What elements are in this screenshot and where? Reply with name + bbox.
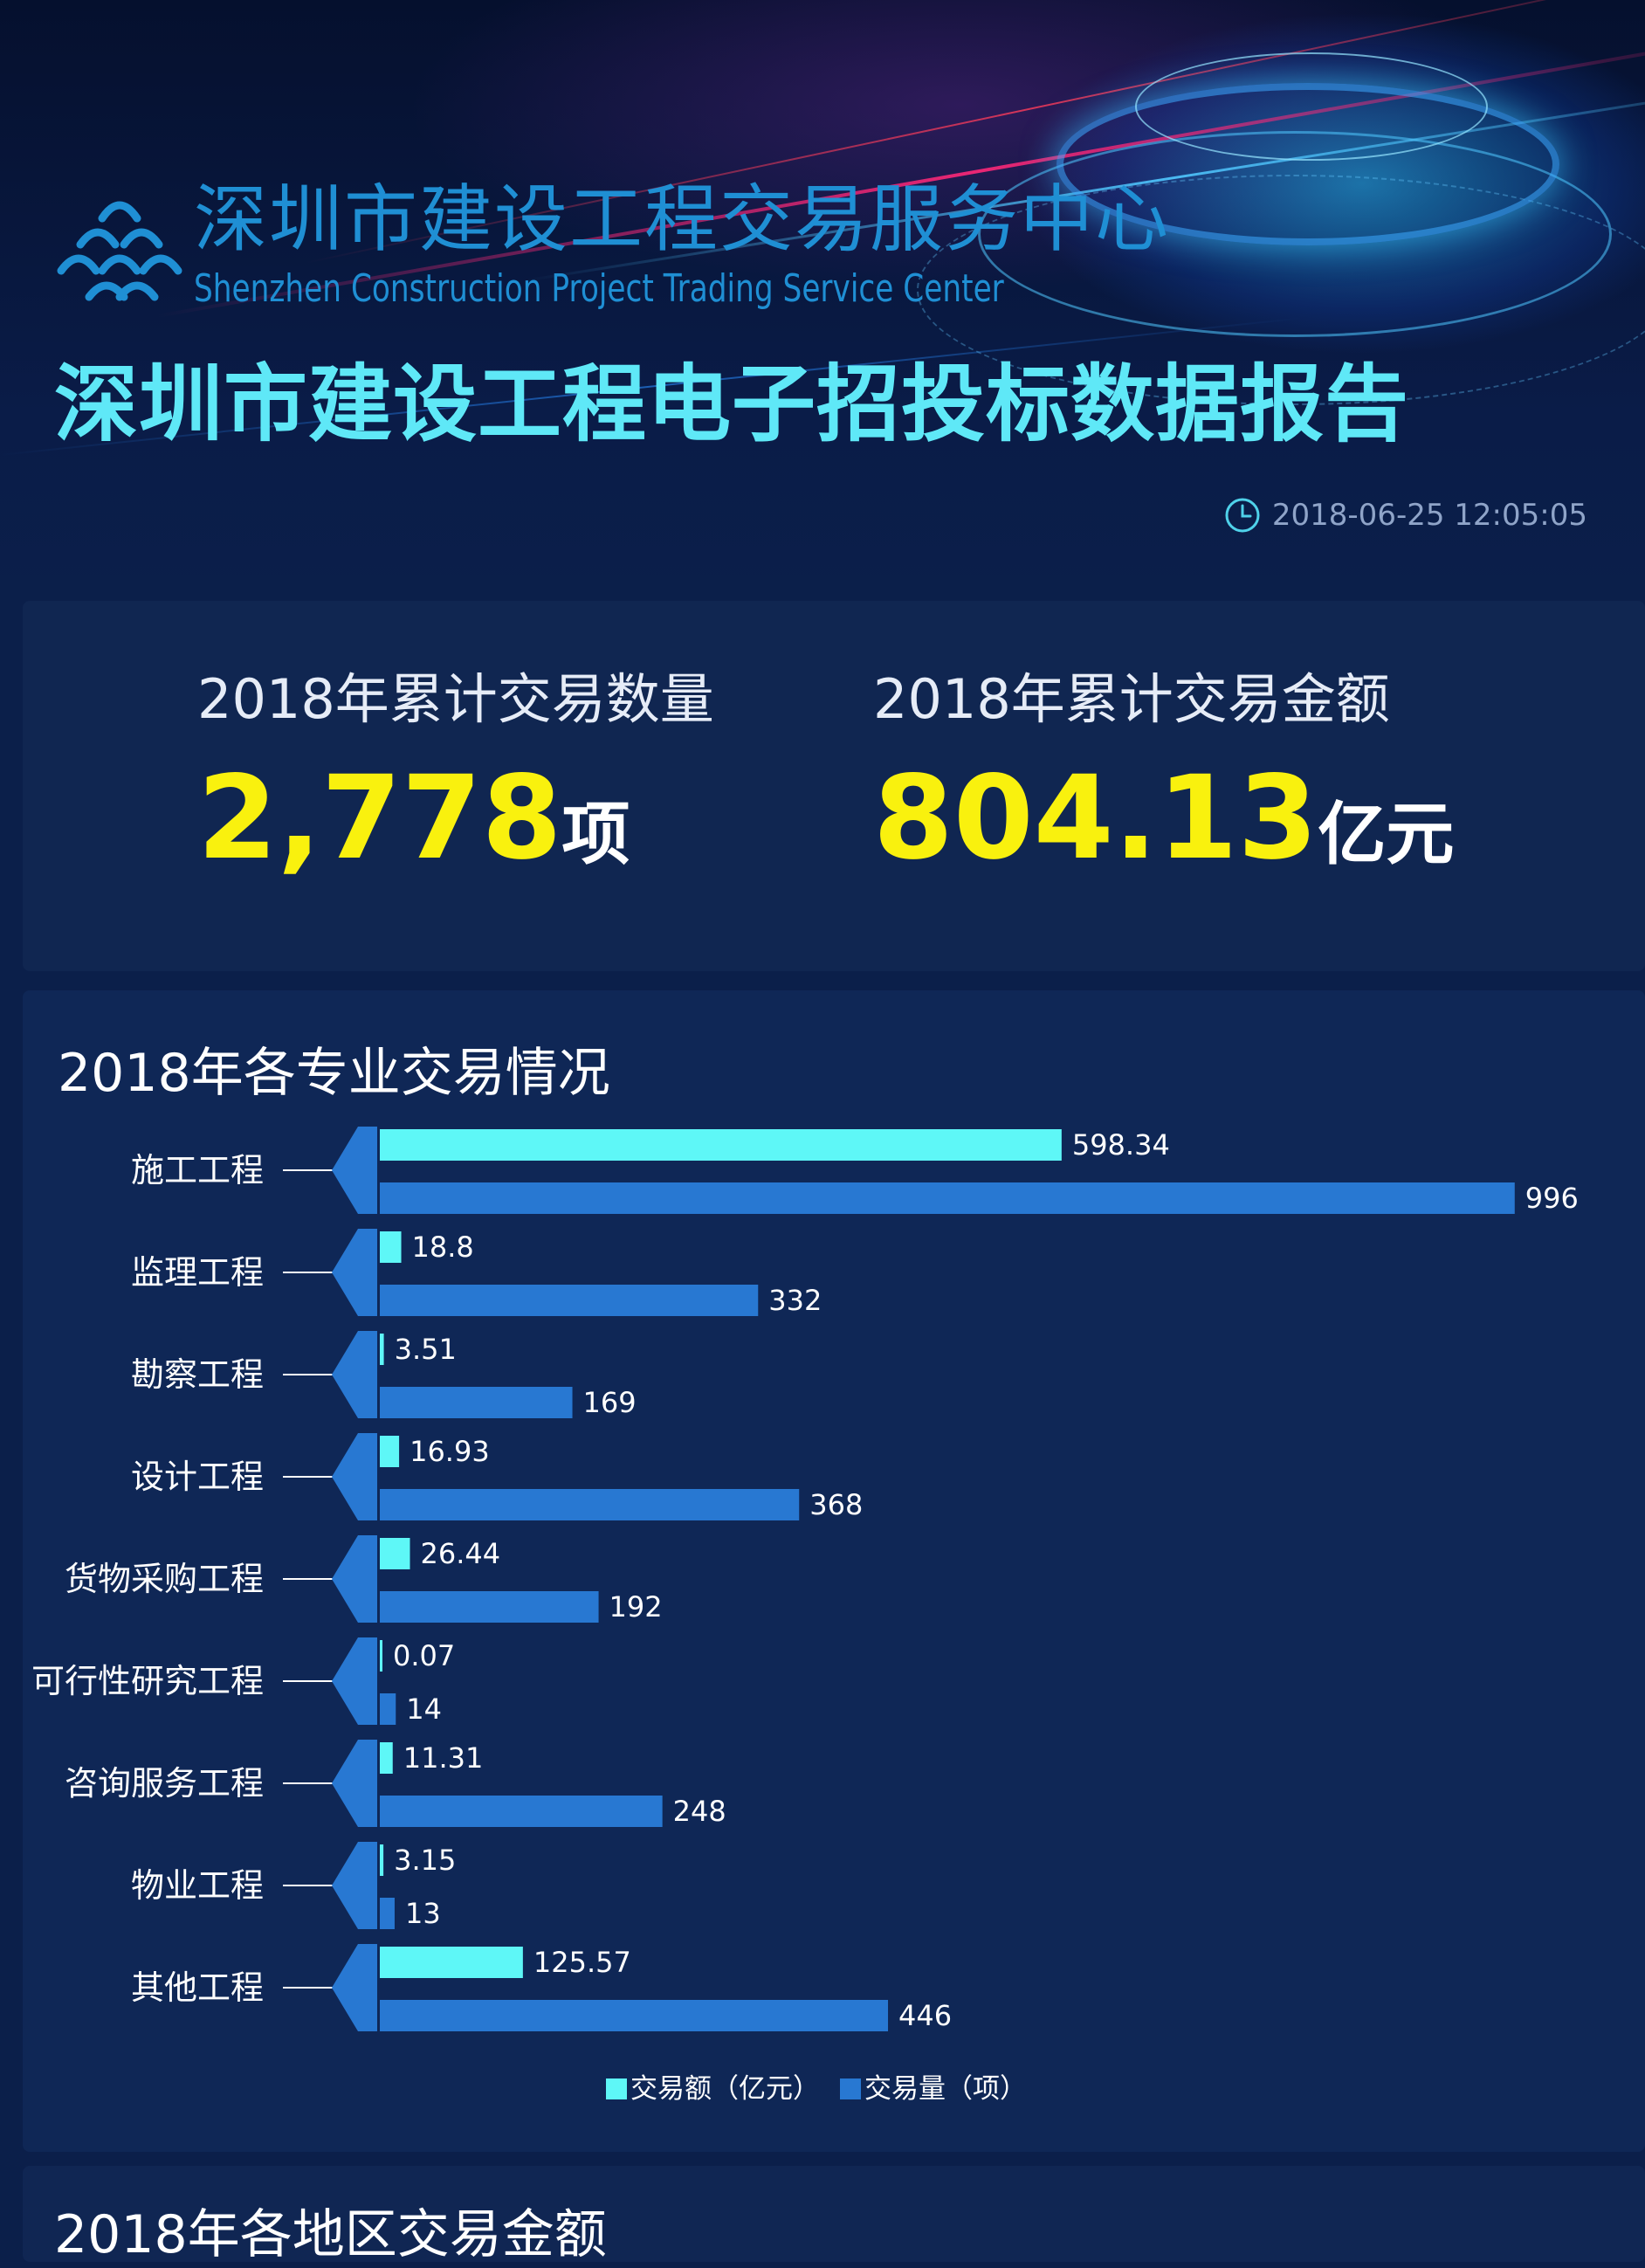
count-bar [380,2000,889,2031]
count-value-label: 332 [768,1284,822,1317]
category-bracket [332,1127,377,1214]
count-value-label: 13 [405,1897,441,1930]
count-value-label: 446 [898,1999,952,2032]
kpi-count-label: 2018年累计交易数量 [197,667,714,731]
count-bar [380,1591,599,1623]
category-bracket [332,1535,377,1623]
category-label: 施工工程 [131,1151,264,1189]
logo-icon [57,201,182,301]
count-value-label: 169 [583,1386,637,1419]
category-label: 物业工程 [131,1866,264,1905]
category-label: 其他工程 [131,1968,264,2007]
amount-value-label: 598.34 [1072,1128,1170,1162]
organization-name-cn: 深圳市建设工程交易服务中心 [194,176,1171,262]
amount-bar [380,1436,400,1467]
amount-bar [380,1844,384,1876]
category-bracket [332,1229,377,1316]
count-value-label: 248 [673,1795,726,1828]
count-bar [380,1693,396,1725]
kpi-amount-number: 804.13 [873,751,1318,886]
kpi-amount-label: 2018年累计交易金额 [873,667,1390,731]
amount-bar [380,1947,523,1978]
category-label: 可行性研究工程 [31,1662,264,1700]
legend-swatch-count [840,2078,861,2099]
report-timestamp: 2018-06-25 12:05:05 [1223,496,1587,534]
amount-value-label: 3.15 [394,1844,456,1877]
count-bar [380,1285,759,1316]
category-label: 勘察工程 [131,1355,264,1394]
organization-name-en: Shenzhen Construction Project Trading Se… [194,266,1004,311]
count-bar [380,1796,663,1827]
count-value-label: 996 [1525,1182,1579,1215]
amount-value-label: 16.93 [410,1435,490,1468]
category-bracket [332,1331,377,1418]
legend-label-count: 交易量（项） [864,2073,1027,2105]
amount-value-label: 0.07 [393,1639,455,1672]
amount-bar [380,1334,384,1365]
count-bar [380,1489,800,1520]
count-value-label: 14 [406,1692,442,1726]
header-banner [0,0,1645,594]
kpi-panel [23,601,1645,971]
region-section-title: 2018年各地区交易金额 [54,2204,607,2265]
amount-bar [380,1538,410,1569]
category-bracket [332,1740,377,1827]
category-label: 咨询服务工程 [65,1764,264,1803]
specialty-bar-chart: 施工工程 598.34 996 监理工程 18.8 332 勘察工程 3.51 169 设计工程 1… [31,1127,1579,2105]
category-bracket [332,1433,377,1520]
amount-value-label: 11.31 [403,1741,484,1775]
category-bracket [332,1944,377,2031]
amount-bar [380,1640,382,1672]
count-bar [380,1387,573,1418]
category-bracket [332,1842,377,1929]
report-title: 深圳市建设工程电子招投标数据报告 [54,355,1409,453]
amount-value-label: 18.8 [412,1231,474,1264]
legend-swatch-amount [606,2078,627,2099]
clock-icon [1225,498,1260,533]
amount-value-label: 3.51 [395,1333,457,1366]
category-label: 设计工程 [131,1458,264,1496]
amount-bar [380,1742,393,1774]
chart-title: 2018年各专业交易情况 [58,1043,610,1104]
kpi-amount-unit: 亿元 [1318,796,1455,874]
category-label: 货物采购工程 [65,1560,264,1598]
kpi-amount-value: 804.13亿元 [873,751,1454,886]
kpi-count-number: 2,778 [197,751,562,886]
count-value-label: 192 [609,1590,663,1623]
count-bar [380,1898,395,1929]
count-bar [380,1182,1515,1214]
amount-value-label: 26.44 [421,1537,501,1570]
amount-bar [380,1129,1062,1161]
amount-bar [380,1231,402,1263]
kpi-count-value: 2,778项 [197,751,630,886]
kpi-count-unit: 项 [561,796,630,874]
region-panel [23,2166,1645,2262]
category-label: 监理工程 [131,1253,264,1292]
decorative-ring [1135,52,1488,161]
amount-value-label: 125.57 [533,1946,631,1979]
legend-label-amount: 交易额（亿元） [630,2073,820,2105]
timestamp-text: 2018-06-25 12:05:05 [1271,498,1587,533]
count-value-label: 368 [809,1488,863,1521]
category-bracket [332,1637,377,1725]
